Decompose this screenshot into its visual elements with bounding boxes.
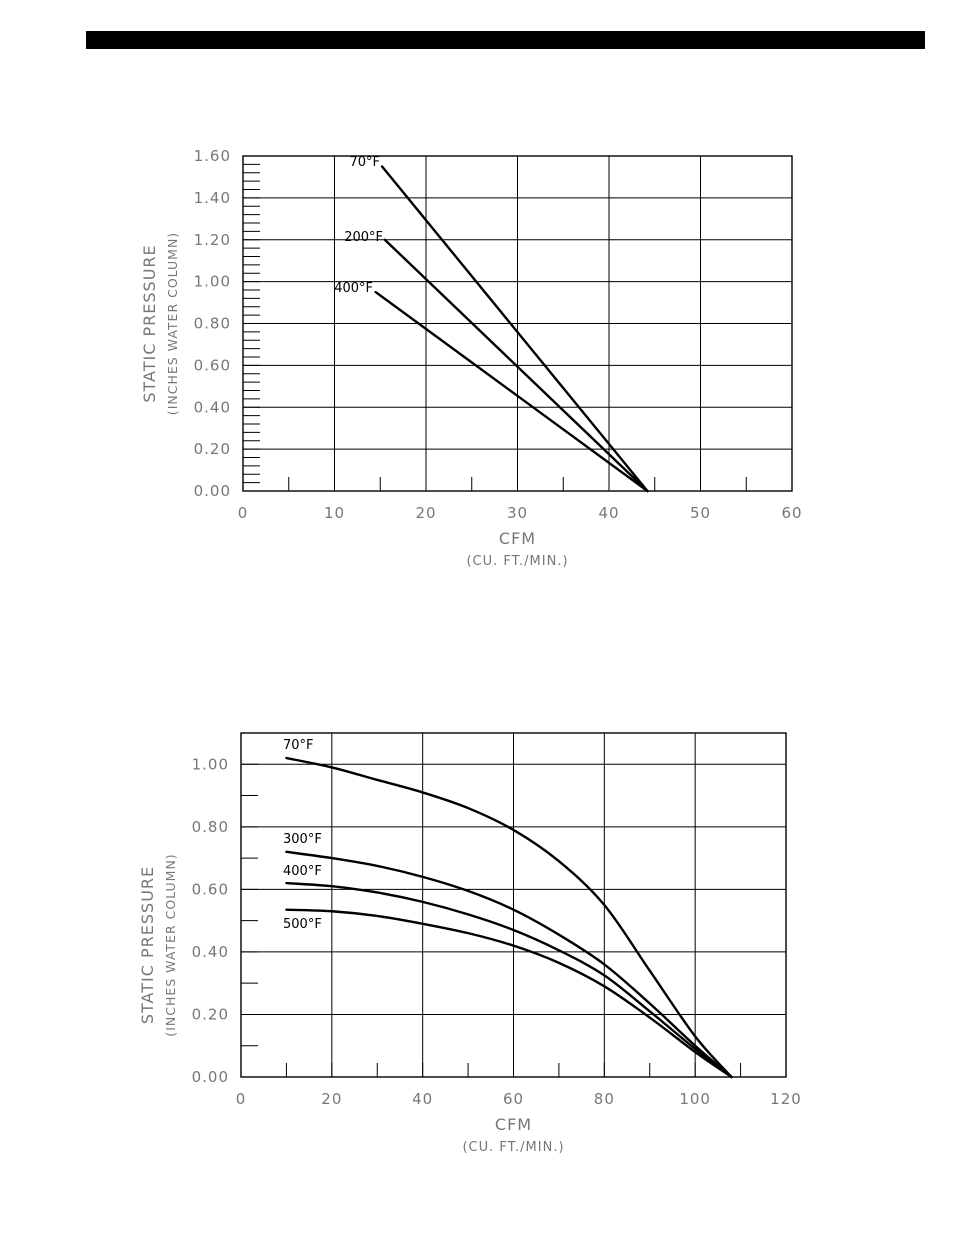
x-axis-sublabel: (CU. FT./MIN.): [466, 554, 568, 569]
x-tick-label: 60: [503, 1090, 524, 1108]
series-label: 400°F: [283, 864, 322, 879]
series-label: 500°F: [283, 917, 322, 932]
y-tick-label: 0.20: [192, 1005, 229, 1023]
x-axis-label: CFM: [499, 529, 536, 548]
series-line: [383, 238, 649, 493]
y-axis-label: STATIC PRESSURE: [138, 866, 157, 1024]
y-tick-label: 0.40: [194, 398, 231, 416]
top-rule: [86, 31, 925, 49]
y-axis-sublabel: (INCHES WATER COLUMN): [163, 853, 178, 1036]
x-tick-label: 20: [415, 504, 436, 522]
y-axis-label: STATIC PRESSURE: [140, 244, 159, 402]
y-tick-label: 1.40: [194, 189, 231, 207]
x-axis-label: CFM: [495, 1115, 532, 1134]
y-tick-label: 1.60: [194, 147, 231, 165]
x-tick-label: 0: [238, 504, 249, 522]
y-tick-label: 0.60: [192, 880, 229, 898]
y-axis-sublabel: (INCHES WATER COLUMN): [165, 232, 180, 415]
x-tick-label: 0: [236, 1090, 247, 1108]
x-tick-label: 30: [507, 504, 528, 522]
series-line: [374, 290, 649, 493]
series-label: 300°F: [283, 832, 322, 847]
series-line: [285, 908, 733, 1079]
y-tick-label: 0.00: [194, 482, 231, 500]
x-tick-label: 120: [770, 1090, 802, 1108]
series-line: [285, 850, 733, 1079]
y-tick-label: 1.00: [192, 755, 229, 773]
x-tick-label: 100: [679, 1090, 711, 1108]
x-tick-label: 20: [321, 1090, 342, 1108]
x-tick-label: 80: [594, 1090, 615, 1108]
series-line: [285, 881, 733, 1079]
series-label: 200°F: [344, 230, 383, 245]
x-axis-sublabel: (CU. FT./MIN.): [462, 1140, 564, 1155]
y-tick-label: 0.20: [194, 440, 231, 458]
x-tick-label: 10: [324, 504, 345, 522]
x-tick-label: 40: [598, 504, 619, 522]
series-label: 70°F: [349, 155, 380, 170]
y-tick-label: 1.00: [194, 273, 231, 291]
y-tick-label: 1.20: [194, 231, 231, 249]
series-label: 400°F: [334, 281, 373, 296]
y-tick-label: 0.60: [194, 356, 231, 374]
series-line: [285, 756, 733, 1079]
chart-1: 0.00 0.20 0.40 0.60 0.80 1.00 1.20 1.40 1.60 0 10 2…: [140, 147, 802, 569]
series-line: [380, 165, 649, 493]
y-tick-label: 0.00: [192, 1068, 229, 1086]
y-tick-label: 0.80: [192, 818, 229, 836]
x-tick-label: 40: [412, 1090, 433, 1108]
y-tick-label: 0.40: [192, 943, 229, 961]
series-label: 70°F: [283, 738, 314, 753]
x-tick-label: 60: [781, 504, 802, 522]
y-tick-label: 0.80: [194, 315, 231, 333]
x-tick-label: 50: [690, 504, 711, 522]
